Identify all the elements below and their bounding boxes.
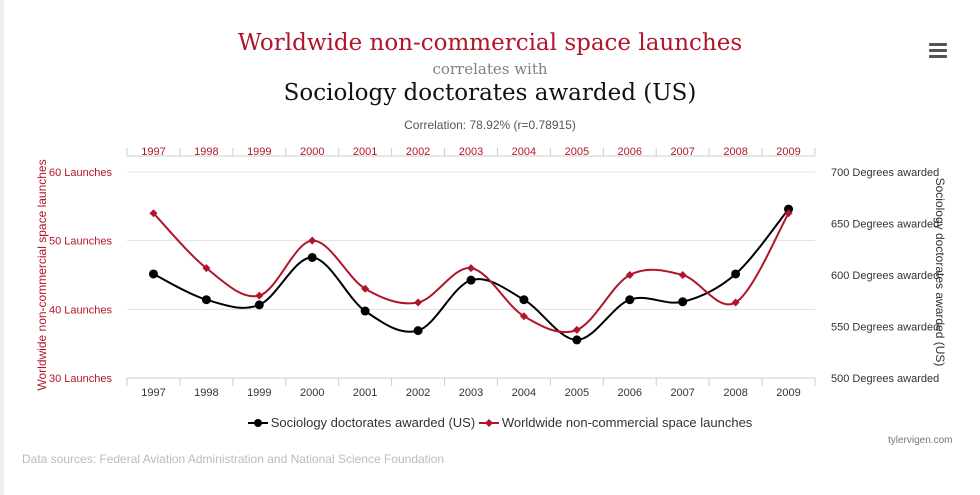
x-tick-label: 2001 bbox=[353, 387, 377, 399]
x-tick-label: 2004 bbox=[512, 387, 536, 399]
data-point-launches bbox=[519, 312, 528, 321]
x-tick-label: 1999 bbox=[247, 387, 271, 399]
left-y-axis-title: Worldwide non-commercial space launches bbox=[35, 159, 49, 390]
data-point-doctorates bbox=[466, 275, 476, 285]
data-point-doctorates bbox=[572, 335, 582, 345]
x-tick-label: 1998 bbox=[194, 387, 218, 399]
top-x-tick-label: 1998 bbox=[194, 146, 218, 158]
data-point-launches bbox=[625, 271, 634, 279]
data-point-launches bbox=[678, 271, 687, 279]
legend-marker-doctorates bbox=[247, 418, 268, 427]
data-point-launches bbox=[202, 264, 211, 273]
top-x-tick-label: 2008 bbox=[723, 146, 747, 158]
data-point-doctorates bbox=[413, 326, 423, 336]
data-point-launches bbox=[784, 209, 793, 218]
left-y-tick-label: 60 Launches bbox=[49, 167, 112, 179]
data-point-doctorates bbox=[254, 300, 264, 310]
x-tick-label: 2006 bbox=[618, 387, 642, 399]
data-point-doctorates bbox=[678, 297, 688, 307]
series-line-launches bbox=[152, 212, 790, 334]
x-tick-label: 2000 bbox=[300, 387, 324, 399]
top-x-tick-label: 2002 bbox=[406, 146, 430, 158]
data-point-launches bbox=[255, 291, 264, 300]
top-x-tick-label: 2003 bbox=[459, 146, 483, 158]
x-tick-label: 1997 bbox=[141, 387, 165, 399]
top-x-tick-label: 2009 bbox=[776, 146, 800, 158]
data-point-doctorates bbox=[201, 295, 211, 305]
series-line-doctorates bbox=[153, 208, 790, 341]
top-x-tick-label: 2004 bbox=[512, 146, 536, 158]
x-tick-label: 2009 bbox=[776, 387, 800, 399]
credit-link[interactable]: tylervigen.com bbox=[888, 435, 953, 446]
data-sources-text: Data sources: Federal Aviation Administr… bbox=[22, 452, 445, 466]
chart-legend: Sociology doctorates awarded (US) Worldw… bbox=[0, 415, 980, 431]
chart-title-secondary: Sociology doctorates awarded (US) bbox=[283, 80, 697, 106]
left-edge-rule bbox=[0, 0, 4, 495]
data-point-launches bbox=[149, 209, 158, 218]
data-point-doctorates bbox=[625, 295, 635, 305]
data-point-doctorates bbox=[519, 295, 529, 305]
data-point-launches bbox=[414, 298, 423, 307]
hamburger-icon[interactable] bbox=[929, 43, 947, 59]
chart-title-connector: correlates with bbox=[432, 60, 548, 78]
right-y-tick-label: 650 Degrees awarded bbox=[831, 219, 939, 231]
x-tick-label: 2007 bbox=[670, 387, 694, 399]
x-tick-label: 2008 bbox=[723, 387, 747, 399]
data-point-launches bbox=[308, 236, 317, 245]
data-point-launches bbox=[731, 298, 740, 307]
data-point-doctorates bbox=[148, 269, 158, 279]
legend-item-doctorates[interactable]: Sociology doctorates awarded (US) bbox=[247, 415, 476, 430]
left-y-tick-label: 30 Launches bbox=[49, 373, 112, 385]
top-x-tick-label: 2005 bbox=[565, 146, 589, 158]
right-y-axis-title: Sociology doctorates awarded (US) bbox=[933, 178, 947, 367]
legend-label-doctorates: Sociology doctorates awarded (US) bbox=[270, 415, 476, 430]
top-x-tick-label: 2000 bbox=[300, 146, 324, 158]
left-y-tick-label: 50 Launches bbox=[49, 236, 112, 248]
legend-marker-launches bbox=[478, 418, 499, 427]
chart-title-primary: Worldwide non-commercial space launches bbox=[237, 30, 743, 56]
top-x-tick-label: 2007 bbox=[670, 146, 694, 158]
right-y-tick-label: 700 Degrees awarded bbox=[831, 167, 939, 179]
right-y-tick-label: 500 Degrees awarded bbox=[831, 373, 939, 385]
data-point-doctorates bbox=[784, 204, 794, 214]
top-x-tick-label: 1997 bbox=[141, 146, 165, 158]
data-point-doctorates bbox=[731, 269, 741, 279]
left-y-tick-label: 40 Launches bbox=[49, 304, 112, 316]
right-y-tick-label: 550 Degrees awarded bbox=[831, 322, 939, 334]
top-x-tick-label: 2006 bbox=[618, 146, 642, 158]
right-y-tick-label: 600 Degrees awarded bbox=[831, 270, 939, 282]
top-x-tick-label: 1999 bbox=[247, 146, 271, 158]
data-point-launches bbox=[467, 264, 475, 273]
x-tick-label: 2002 bbox=[406, 387, 430, 399]
data-point-launches bbox=[572, 325, 581, 334]
top-x-tick-label: 2001 bbox=[353, 146, 377, 158]
data-point-doctorates bbox=[307, 252, 317, 262]
x-tick-label: 2005 bbox=[565, 387, 589, 399]
legend-item-launches[interactable]: Worldwide non-commercial space launches bbox=[478, 415, 753, 430]
x-tick-label: 2003 bbox=[459, 387, 483, 399]
legend-label-launches: Worldwide non-commercial space launches bbox=[501, 415, 753, 430]
data-point-doctorates bbox=[360, 306, 370, 316]
correlation-text: Correlation: 78.92% (r=0.78915) bbox=[404, 118, 576, 132]
data-point-launches bbox=[361, 284, 370, 293]
